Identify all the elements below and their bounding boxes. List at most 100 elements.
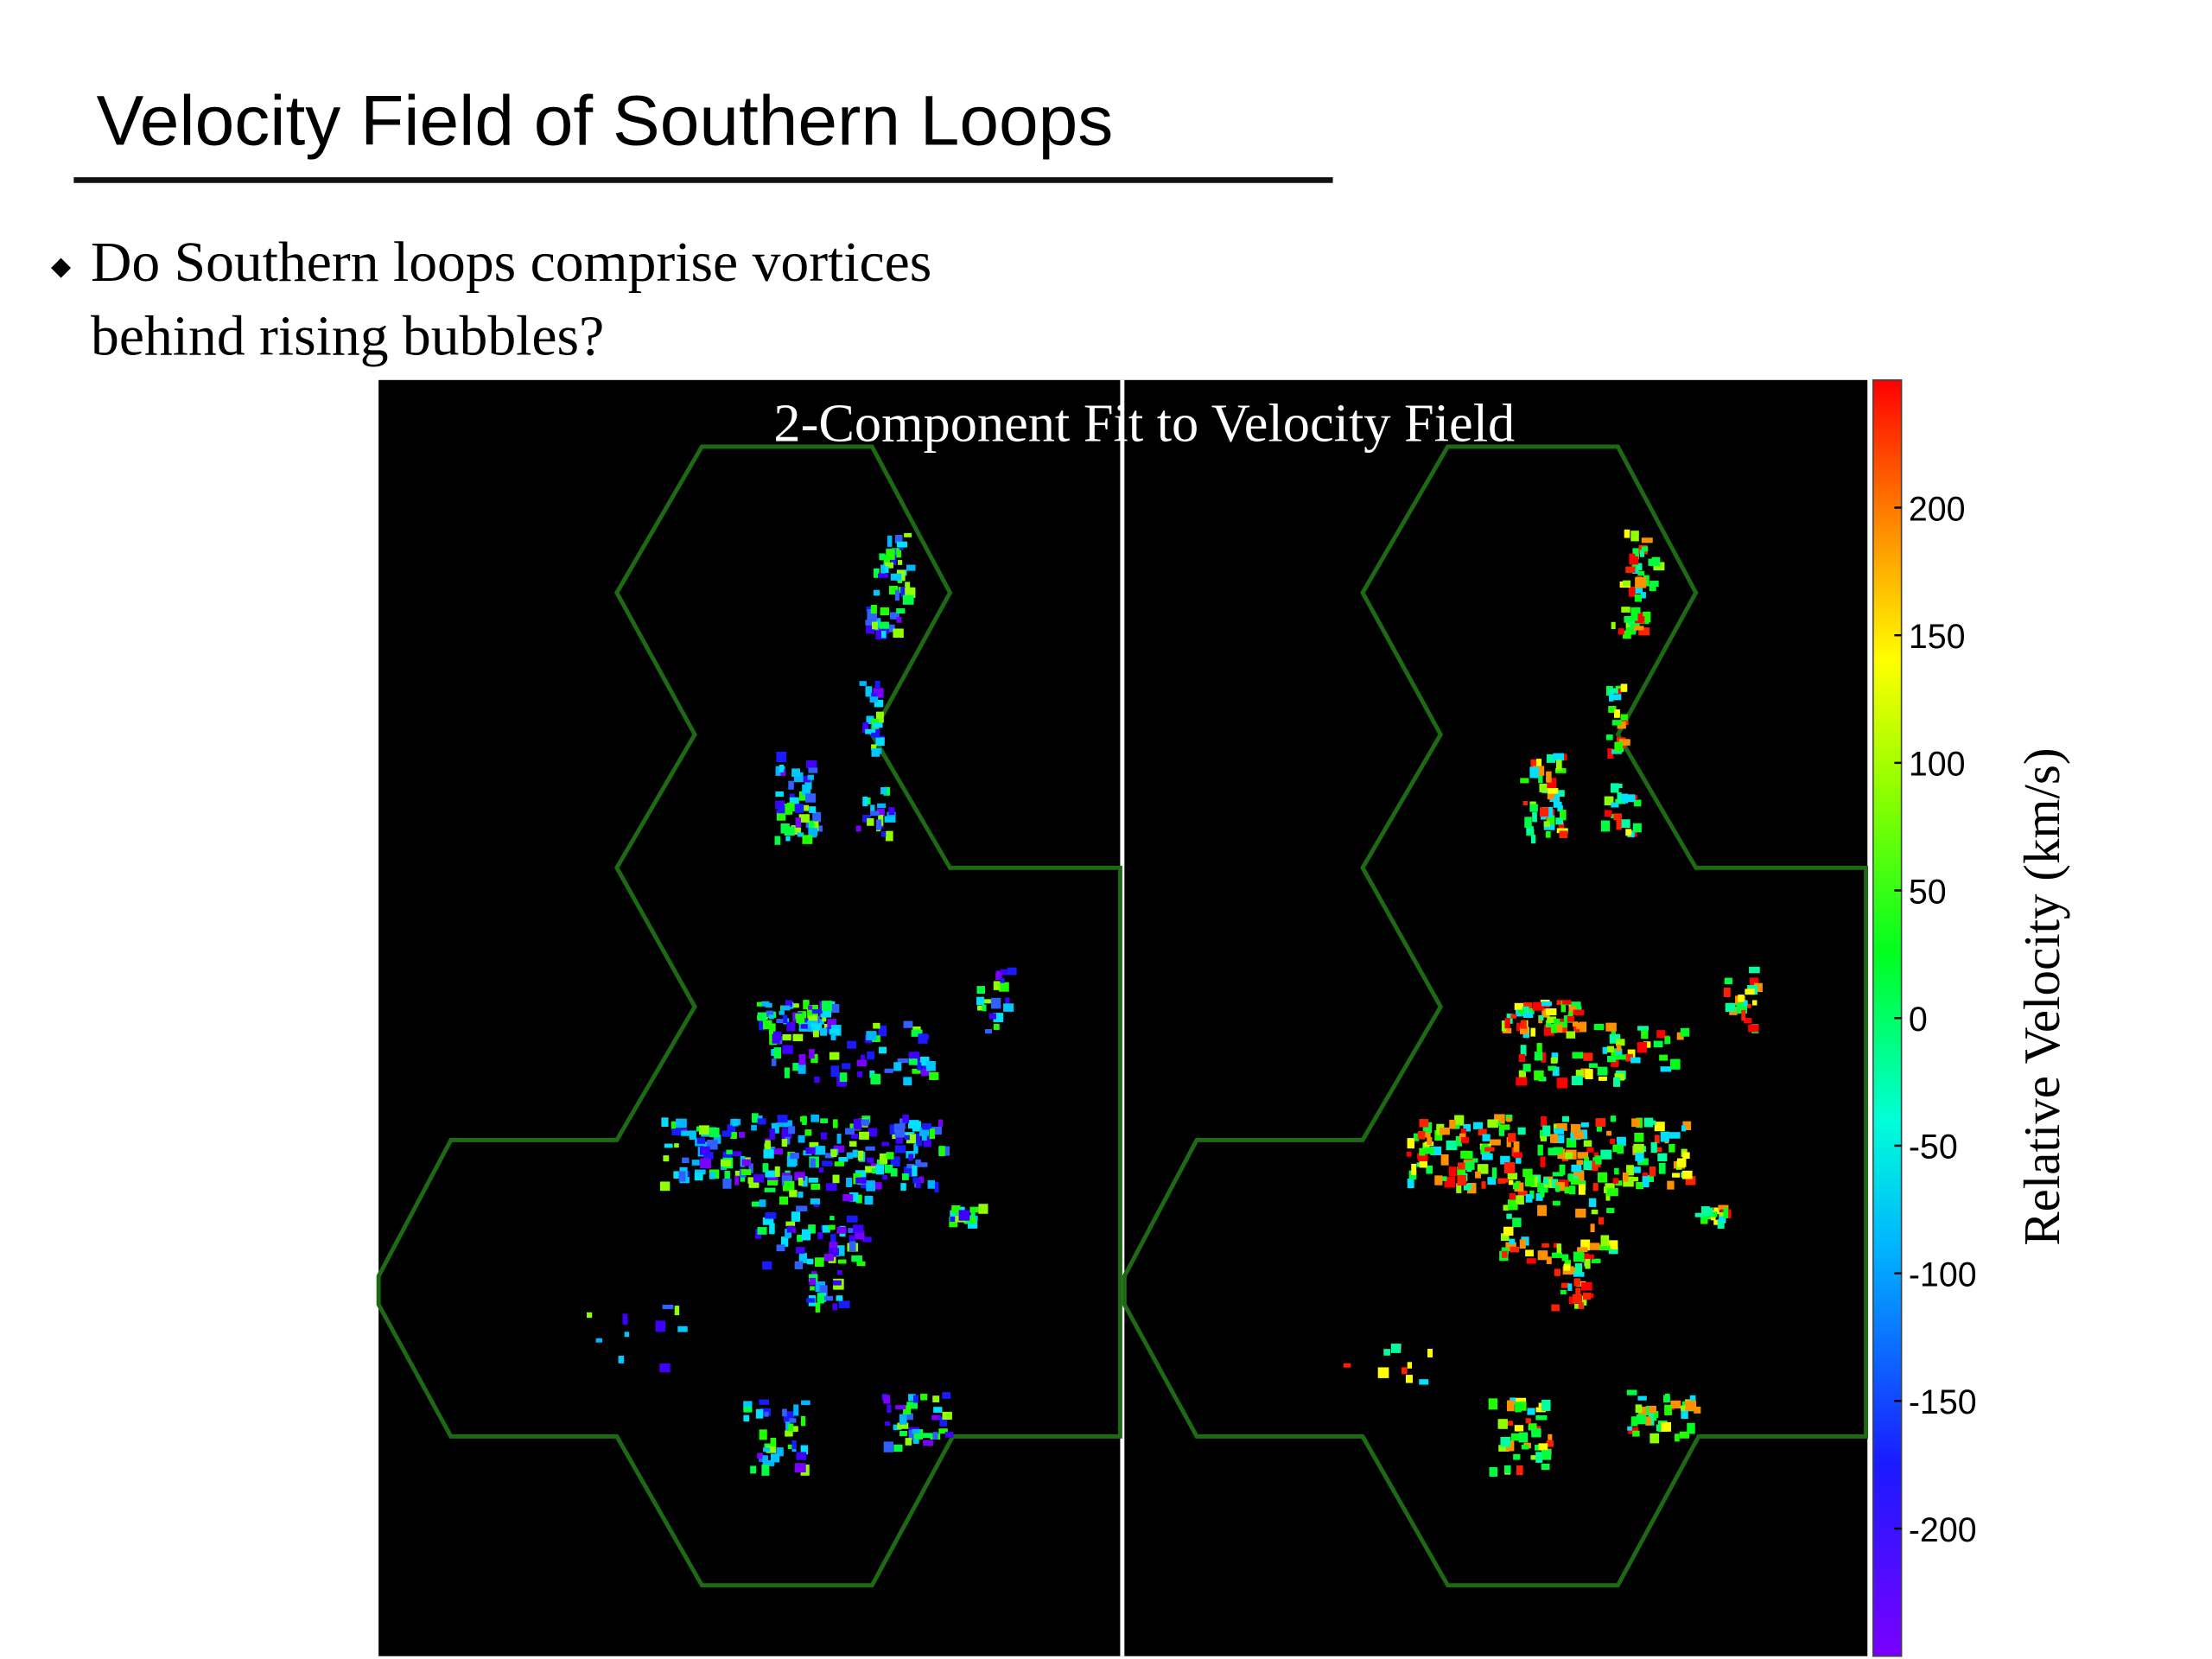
velocity-pixel <box>763 1447 771 1452</box>
velocity-pixel <box>819 1027 828 1036</box>
velocity-pixel <box>831 1249 836 1257</box>
velocity-pixel <box>1748 1024 1759 1033</box>
velocity-pixel <box>857 1071 863 1077</box>
velocity-pixel <box>1532 1001 1544 1011</box>
velocity-pixel <box>1632 823 1642 833</box>
velocity-pixel <box>1577 1247 1588 1253</box>
velocity-pixel <box>1583 1160 1592 1171</box>
velocity-pixel <box>1532 811 1537 823</box>
velocity-pixel <box>1440 1176 1447 1181</box>
velocity-pixel <box>1550 1023 1557 1033</box>
velocity-pixel <box>1609 1033 1621 1044</box>
velocity-pixel <box>836 1269 842 1275</box>
velocity-pixel <box>849 1141 857 1147</box>
colorbar-tick-label: -200 <box>1909 1511 1977 1549</box>
velocity-pixel <box>888 585 899 595</box>
velocity-pixel <box>1522 800 1528 806</box>
velocity-pixel <box>825 1027 832 1033</box>
velocity-pixel <box>1521 1445 1529 1450</box>
velocity-pixel <box>780 769 786 776</box>
velocity-pixel <box>1390 1344 1402 1353</box>
velocity-pixel <box>810 1114 820 1122</box>
velocity-pixel <box>796 1452 807 1460</box>
velocity-pixel <box>1460 1137 1470 1144</box>
velocity-pixel <box>1633 626 1644 631</box>
velocity-pixel <box>1669 1143 1675 1153</box>
velocity-pixel <box>1694 1212 1703 1217</box>
velocity-pixel <box>1538 1443 1548 1451</box>
velocity-pixel <box>871 732 880 738</box>
colorbar-tick-label: -50 <box>1909 1128 1958 1166</box>
velocity-pixel <box>897 1058 909 1064</box>
velocity-pixel <box>1591 1258 1601 1263</box>
velocity-pixel <box>897 560 903 565</box>
velocity-pixel <box>1713 1219 1719 1225</box>
velocity-pixel <box>764 1187 776 1192</box>
velocity-pixel <box>1625 566 1636 573</box>
velocity-pixel <box>912 1134 921 1143</box>
velocity-pixel <box>1567 1173 1579 1182</box>
velocity-pixel <box>1637 1395 1647 1401</box>
velocity-pixel <box>789 1190 798 1198</box>
velocity-pixel <box>1630 611 1638 621</box>
velocity-pixel <box>1465 1161 1475 1170</box>
velocity-pixel <box>1548 1433 1553 1440</box>
velocity-pixel <box>762 1455 768 1466</box>
velocity-pixel <box>755 1408 764 1419</box>
velocity-pixel <box>743 1414 750 1422</box>
velocity-pixel <box>1578 1302 1584 1310</box>
velocity-pixel <box>1556 1077 1568 1089</box>
velocity-pixel <box>808 1224 816 1234</box>
velocity-pixel <box>1482 1134 1491 1141</box>
velocity-pixel <box>890 573 902 581</box>
velocity-pixel <box>1633 799 1642 807</box>
velocity-pixel <box>818 1167 824 1173</box>
velocity-pixel <box>1549 1134 1559 1143</box>
velocity-pixel <box>804 1129 812 1136</box>
velocity-pixel <box>1566 1031 1576 1039</box>
velocity-pixel <box>905 1135 910 1141</box>
velocity-pixel <box>1613 813 1622 821</box>
velocity-pixel <box>1516 1155 1522 1164</box>
velocity-pixel <box>1613 1077 1621 1087</box>
velocity-pixel <box>1518 1053 1526 1062</box>
velocity-pixel <box>1723 987 1731 997</box>
velocity-pixel <box>759 1429 767 1440</box>
velocity-pixel <box>871 1167 877 1174</box>
velocity-pixel <box>1568 1011 1573 1017</box>
velocity-pixel <box>1549 791 1560 803</box>
velocity-pixel <box>1535 1445 1542 1451</box>
velocity-pixel <box>811 1023 822 1031</box>
velocity-pixel <box>785 1421 791 1431</box>
velocity-pixel <box>1649 1433 1660 1444</box>
velocity-pixel <box>1634 1132 1644 1142</box>
velocity-pixel <box>875 737 885 747</box>
velocity-pixel <box>1530 834 1536 844</box>
region-outline <box>376 444 1122 1588</box>
velocity-pixel <box>757 1115 763 1122</box>
velocity-pixel <box>757 1452 764 1459</box>
velocity-pixel <box>912 1429 924 1440</box>
velocity-pixel <box>897 1422 909 1429</box>
velocity-pixel <box>1632 1430 1640 1437</box>
velocity-pixel <box>993 1023 1000 1030</box>
velocity-pixel <box>1558 822 1565 832</box>
velocity-pixel <box>870 810 880 817</box>
velocity-pixel <box>812 1026 819 1038</box>
velocity-pixel <box>1672 1173 1681 1178</box>
velocity-pixel <box>1553 801 1562 808</box>
velocity-pixel <box>1622 580 1631 587</box>
velocity-pixel <box>1607 748 1614 760</box>
velocity-pixel <box>890 1168 898 1177</box>
velocity-pixel <box>807 774 815 780</box>
velocity-pixel <box>1596 1161 1601 1167</box>
velocity-pixel <box>1571 1076 1583 1085</box>
velocity-pixel <box>1576 1281 1586 1287</box>
velocity-pixel <box>1537 1144 1543 1156</box>
velocity-pixel <box>730 1132 737 1139</box>
velocity-pixel <box>889 612 899 620</box>
velocity-pixel <box>865 1146 875 1151</box>
velocity-pixel <box>1000 977 1005 983</box>
velocity-pixel <box>1613 709 1620 718</box>
velocity-pixel <box>906 1163 915 1169</box>
